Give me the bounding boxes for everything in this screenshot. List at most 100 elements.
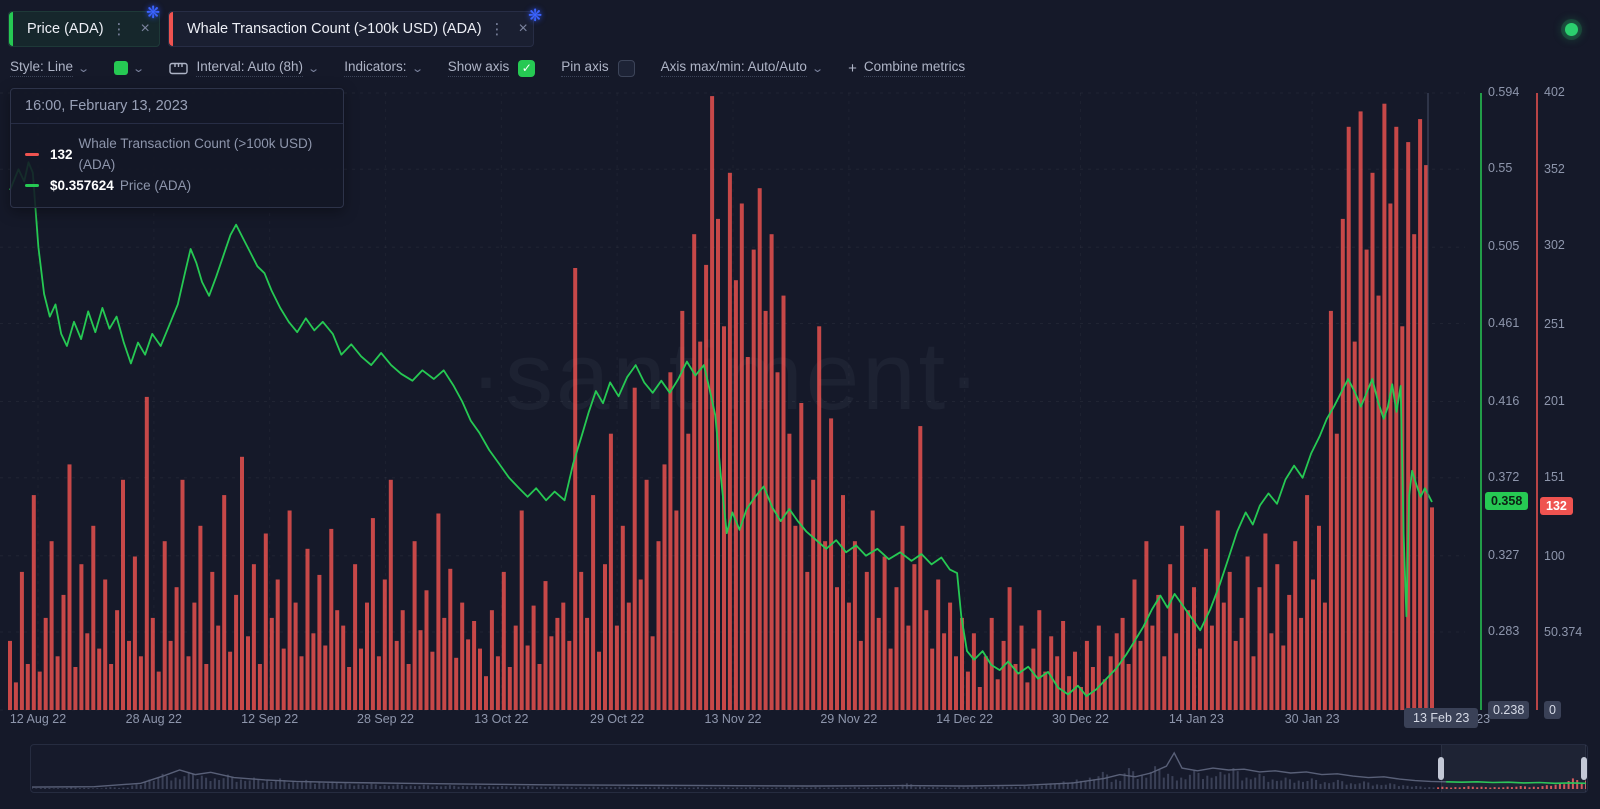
- whale-bar: [977, 687, 982, 710]
- whale-axis-tick: 100: [1544, 548, 1565, 563]
- whale-bar: [73, 667, 78, 710]
- navigator-bar: [879, 787, 882, 789]
- navigator-bar: [1184, 779, 1187, 789]
- navigator-bar: [901, 784, 904, 789]
- whale-bar: [864, 571, 869, 710]
- navigator-bar: [344, 783, 347, 789]
- price-axis-tick: 0.594: [1488, 85, 1520, 99]
- whale-bar: [1013, 664, 1018, 710]
- navigator-bar: [1341, 781, 1344, 789]
- whale-bar: [19, 571, 24, 710]
- time-range-navigator[interactable]: [30, 744, 1588, 793]
- navigator-bar: [1032, 786, 1035, 789]
- tab-close-icon[interactable]: ×: [140, 20, 150, 37]
- navigator-bar: [649, 787, 652, 789]
- style-dropdown[interactable]: Style: Line ⌄: [10, 59, 90, 77]
- chart-toolbar: Style: Line ⌄ ⌄ Interval: Auto (8h) ⌄ In…: [10, 57, 991, 79]
- pin-axis-toggle[interactable]: Pin axis: [561, 59, 635, 77]
- navigator-bar: [466, 786, 469, 789]
- whale-bar: [989, 617, 994, 710]
- date-tick: 29 Oct 22: [590, 712, 645, 726]
- navigator-bar: [475, 785, 477, 789]
- navigator-bar: [1510, 787, 1513, 789]
- whale-bar: [251, 564, 256, 710]
- pin-axis-checkbox[interactable]: [617, 59, 635, 77]
- show-axis-toggle[interactable]: Show axis ✓: [447, 59, 536, 77]
- navigator-bar: [353, 785, 356, 789]
- whale-bar: [43, 617, 48, 710]
- whale-bar: [1007, 587, 1012, 710]
- chart-canvas: [0, 92, 1538, 711]
- navigator-bar: [1302, 781, 1304, 789]
- whale-bar: [608, 433, 613, 710]
- navigator-bar: [1136, 779, 1139, 789]
- navigator-bar: [118, 787, 121, 789]
- navigator-bar: [470, 786, 473, 789]
- whale-bar: [1073, 651, 1077, 710]
- whale-bar: [1132, 579, 1137, 710]
- whale-bar: [965, 671, 970, 710]
- navigator-bar: [657, 786, 660, 789]
- navigator-bar: [723, 787, 726, 789]
- navigator-bar: [627, 787, 630, 789]
- axis-maxmin-dropdown[interactable]: Axis max/min: Auto/Auto ⌄: [660, 59, 824, 77]
- whale-bar: [757, 188, 762, 710]
- navigator-bar: [557, 786, 560, 789]
- whale-bar: [1168, 564, 1173, 710]
- navigator-bar: [1315, 780, 1318, 789]
- navigator-bar: [274, 781, 277, 789]
- navigator-right-handle[interactable]: [1581, 757, 1587, 780]
- navigator-bar: [1249, 779, 1252, 789]
- whale-bar: [906, 625, 911, 710]
- whale-bar: [870, 510, 875, 710]
- navigator-left-handle[interactable]: [1438, 757, 1445, 780]
- whale-bar: [1263, 533, 1268, 710]
- whale-bar: [912, 564, 917, 710]
- navigator-bar: [374, 784, 377, 789]
- navigator-bar: [897, 787, 900, 789]
- navigator-bar: [453, 785, 456, 789]
- whale-bar: [1269, 633, 1274, 710]
- navigator-bar: [971, 786, 974, 789]
- navigator-selection[interactable]: [1441, 745, 1586, 792]
- whale-bar: [1055, 656, 1060, 710]
- navigator-bar: [1532, 786, 1535, 789]
- navigator-bar: [1323, 782, 1326, 789]
- tab-price-ada[interactable]: Price (ADA) ⋮ ×: [8, 11, 160, 47]
- whale-bar: [1370, 172, 1375, 711]
- navigator-bar: [1110, 781, 1113, 789]
- whale-bar: [174, 587, 179, 710]
- combine-metrics-button[interactable]: + Combine metrics: [848, 59, 966, 77]
- whale-bar: [585, 617, 590, 710]
- navigator-bar: [174, 777, 177, 789]
- date-tick: 30 Jan 23: [1284, 712, 1340, 726]
- navigator-bar: [762, 787, 765, 789]
- whale-bar: [359, 648, 363, 710]
- whale-axis-tick: 251: [1544, 316, 1565, 331]
- whale-bar: [983, 656, 988, 710]
- color-picker-dropdown[interactable]: ⌄: [114, 61, 145, 75]
- tab-whale-transaction-count[interactable]: Whale Transaction Count (>100k USD) (ADA…: [168, 11, 534, 47]
- whale-bar: [930, 648, 935, 710]
- indicators-dropdown[interactable]: Indicators: ⌄: [344, 59, 424, 77]
- whale-bar: [1084, 640, 1089, 710]
- whale-bar: [246, 636, 250, 710]
- navigator-bar: [1410, 786, 1413, 789]
- main-chart[interactable]: ·santiment· 0.594 0.55 0.505 0.461 0.416 0.37…: [0, 0, 1600, 740]
- whale-bar: [507, 667, 512, 710]
- navigator-bar: [226, 774, 229, 789]
- whale-bar: [1102, 679, 1107, 710]
- whale-bar: [817, 326, 822, 710]
- show-axis-checkbox[interactable]: ✓: [518, 59, 536, 77]
- tab-close-icon[interactable]: ×: [518, 20, 528, 37]
- whale-bar: [127, 640, 131, 710]
- navigator-bar: [1228, 773, 1231, 789]
- tab-options-icon[interactable]: ⋮: [489, 21, 505, 38]
- navigator-bar: [427, 785, 430, 789]
- navigator-bar: [231, 776, 234, 789]
- tab-options-icon[interactable]: ⋮: [111, 21, 127, 38]
- interval-dropdown[interactable]: Interval: Auto (8h) ⌄: [169, 59, 320, 77]
- navigator-bar: [884, 787, 887, 789]
- whale-bar: [180, 479, 185, 710]
- navigator-bar: [305, 779, 308, 789]
